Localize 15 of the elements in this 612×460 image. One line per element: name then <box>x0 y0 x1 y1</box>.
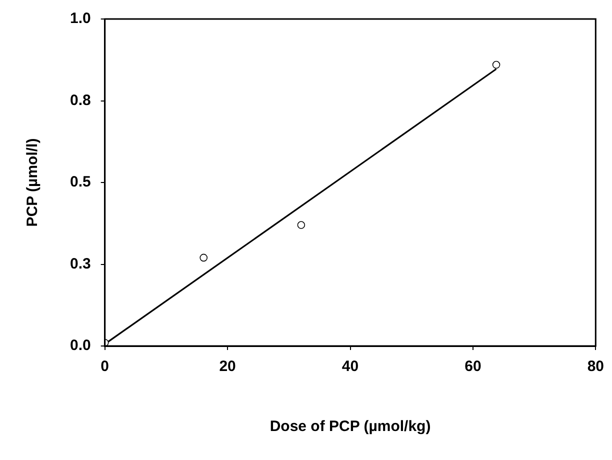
x-tick-label: 40 <box>342 358 359 376</box>
y-axis-title: PCP (µmol/l) <box>24 138 42 227</box>
y-tick-label: 0.3 <box>70 255 91 272</box>
point <box>200 254 208 262</box>
y-tick-label: 0.5 <box>70 174 91 191</box>
x-tick-label: 60 <box>464 358 482 376</box>
y-tick-label: 0.8 <box>70 92 91 109</box>
x-tick-label: 80 <box>587 358 604 376</box>
point <box>297 221 306 229</box>
y-tick-label: 0.0 <box>70 337 91 354</box>
x-tick-label: 20 <box>219 358 236 376</box>
y-tick-label: 1.0 <box>70 10 91 28</box>
point <box>492 60 500 69</box>
x-tick-label: 0 <box>100 358 110 376</box>
x-axis-title: Dose of PCP (µmol/kg) <box>270 418 431 436</box>
